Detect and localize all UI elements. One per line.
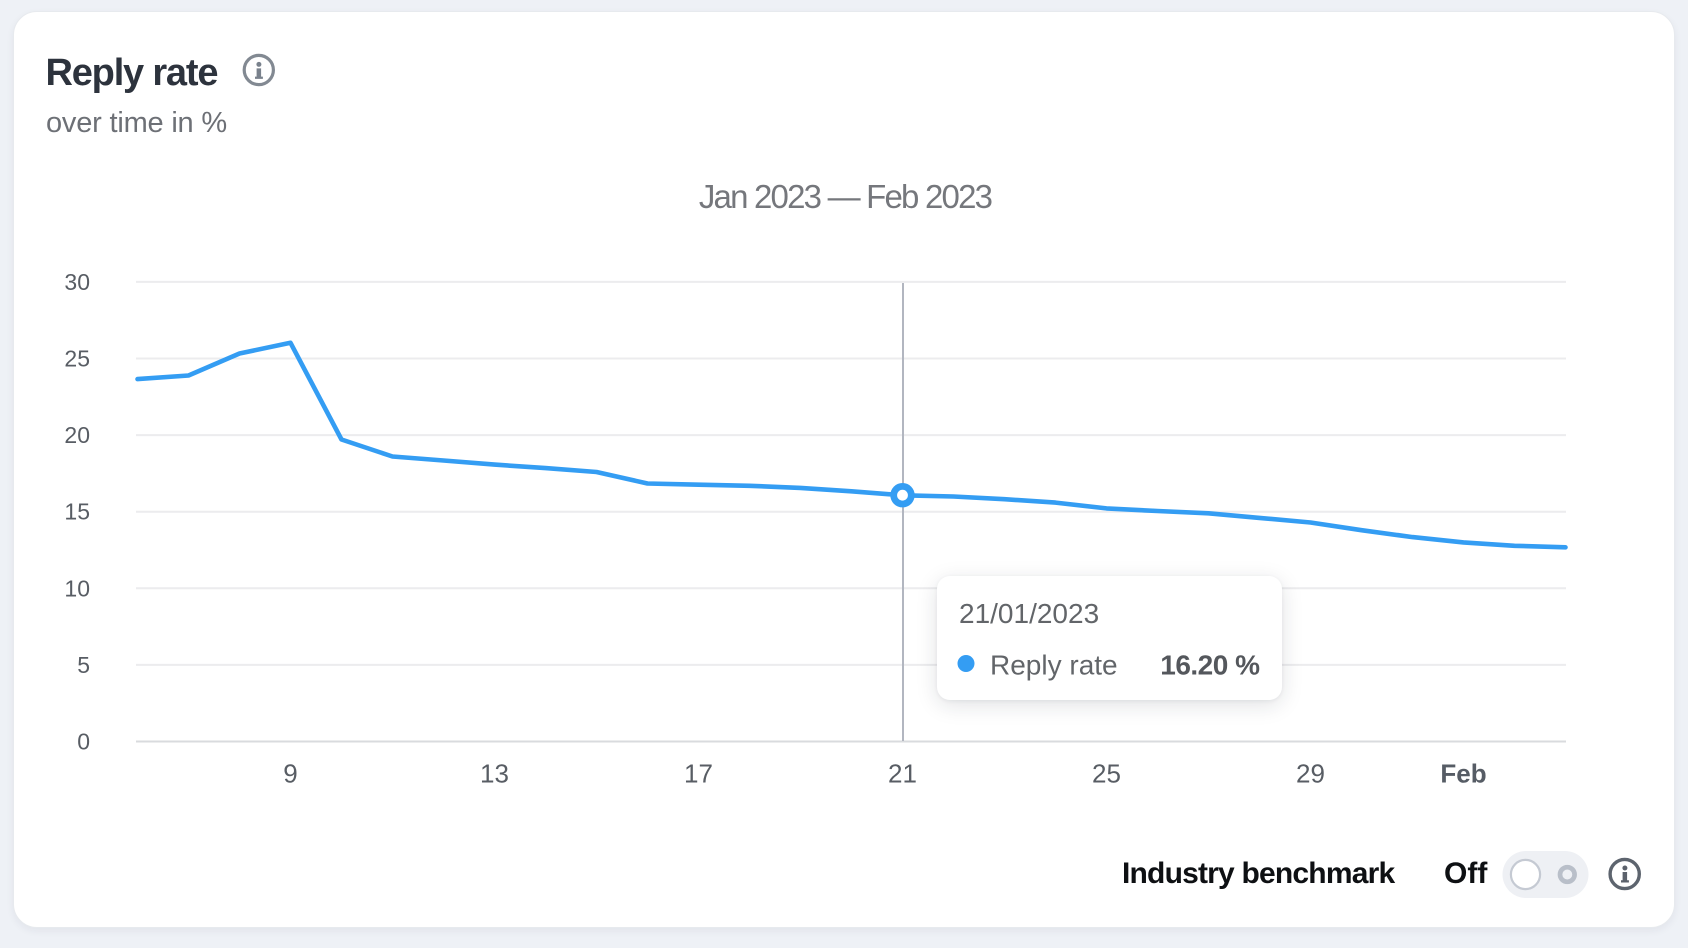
svg-text:13: 13 [480,759,509,789]
svg-text:5: 5 [77,652,90,678]
svg-text:20: 20 [64,422,90,448]
svg-text:0: 0 [77,729,90,755]
svg-text:16.20 %: 16.20 % [1160,650,1260,681]
svg-text:17: 17 [684,759,713,789]
svg-text:10: 10 [64,575,90,601]
svg-text:Reply rate: Reply rate [46,52,218,94]
svg-text:9: 9 [283,759,297,789]
svg-text:29: 29 [1296,759,1325,789]
svg-text:Reply rate: Reply rate [990,650,1118,681]
svg-text:21/01/2023: 21/01/2023 [959,598,1099,629]
svg-text:25: 25 [64,346,90,372]
svg-text:30: 30 [64,269,90,295]
svg-text:Feb: Feb [1440,759,1486,789]
svg-text:over time in %: over time in % [46,107,227,139]
svg-text:21: 21 [888,759,917,789]
svg-text:Industry benchmark: Industry benchmark [1122,857,1395,890]
svg-text:25: 25 [1092,759,1121,789]
svg-text:Off: Off [1444,857,1488,890]
svg-text:15: 15 [64,499,90,525]
svg-text:Jan 2023 — Feb 2023: Jan 2023 — Feb 2023 [699,178,992,215]
